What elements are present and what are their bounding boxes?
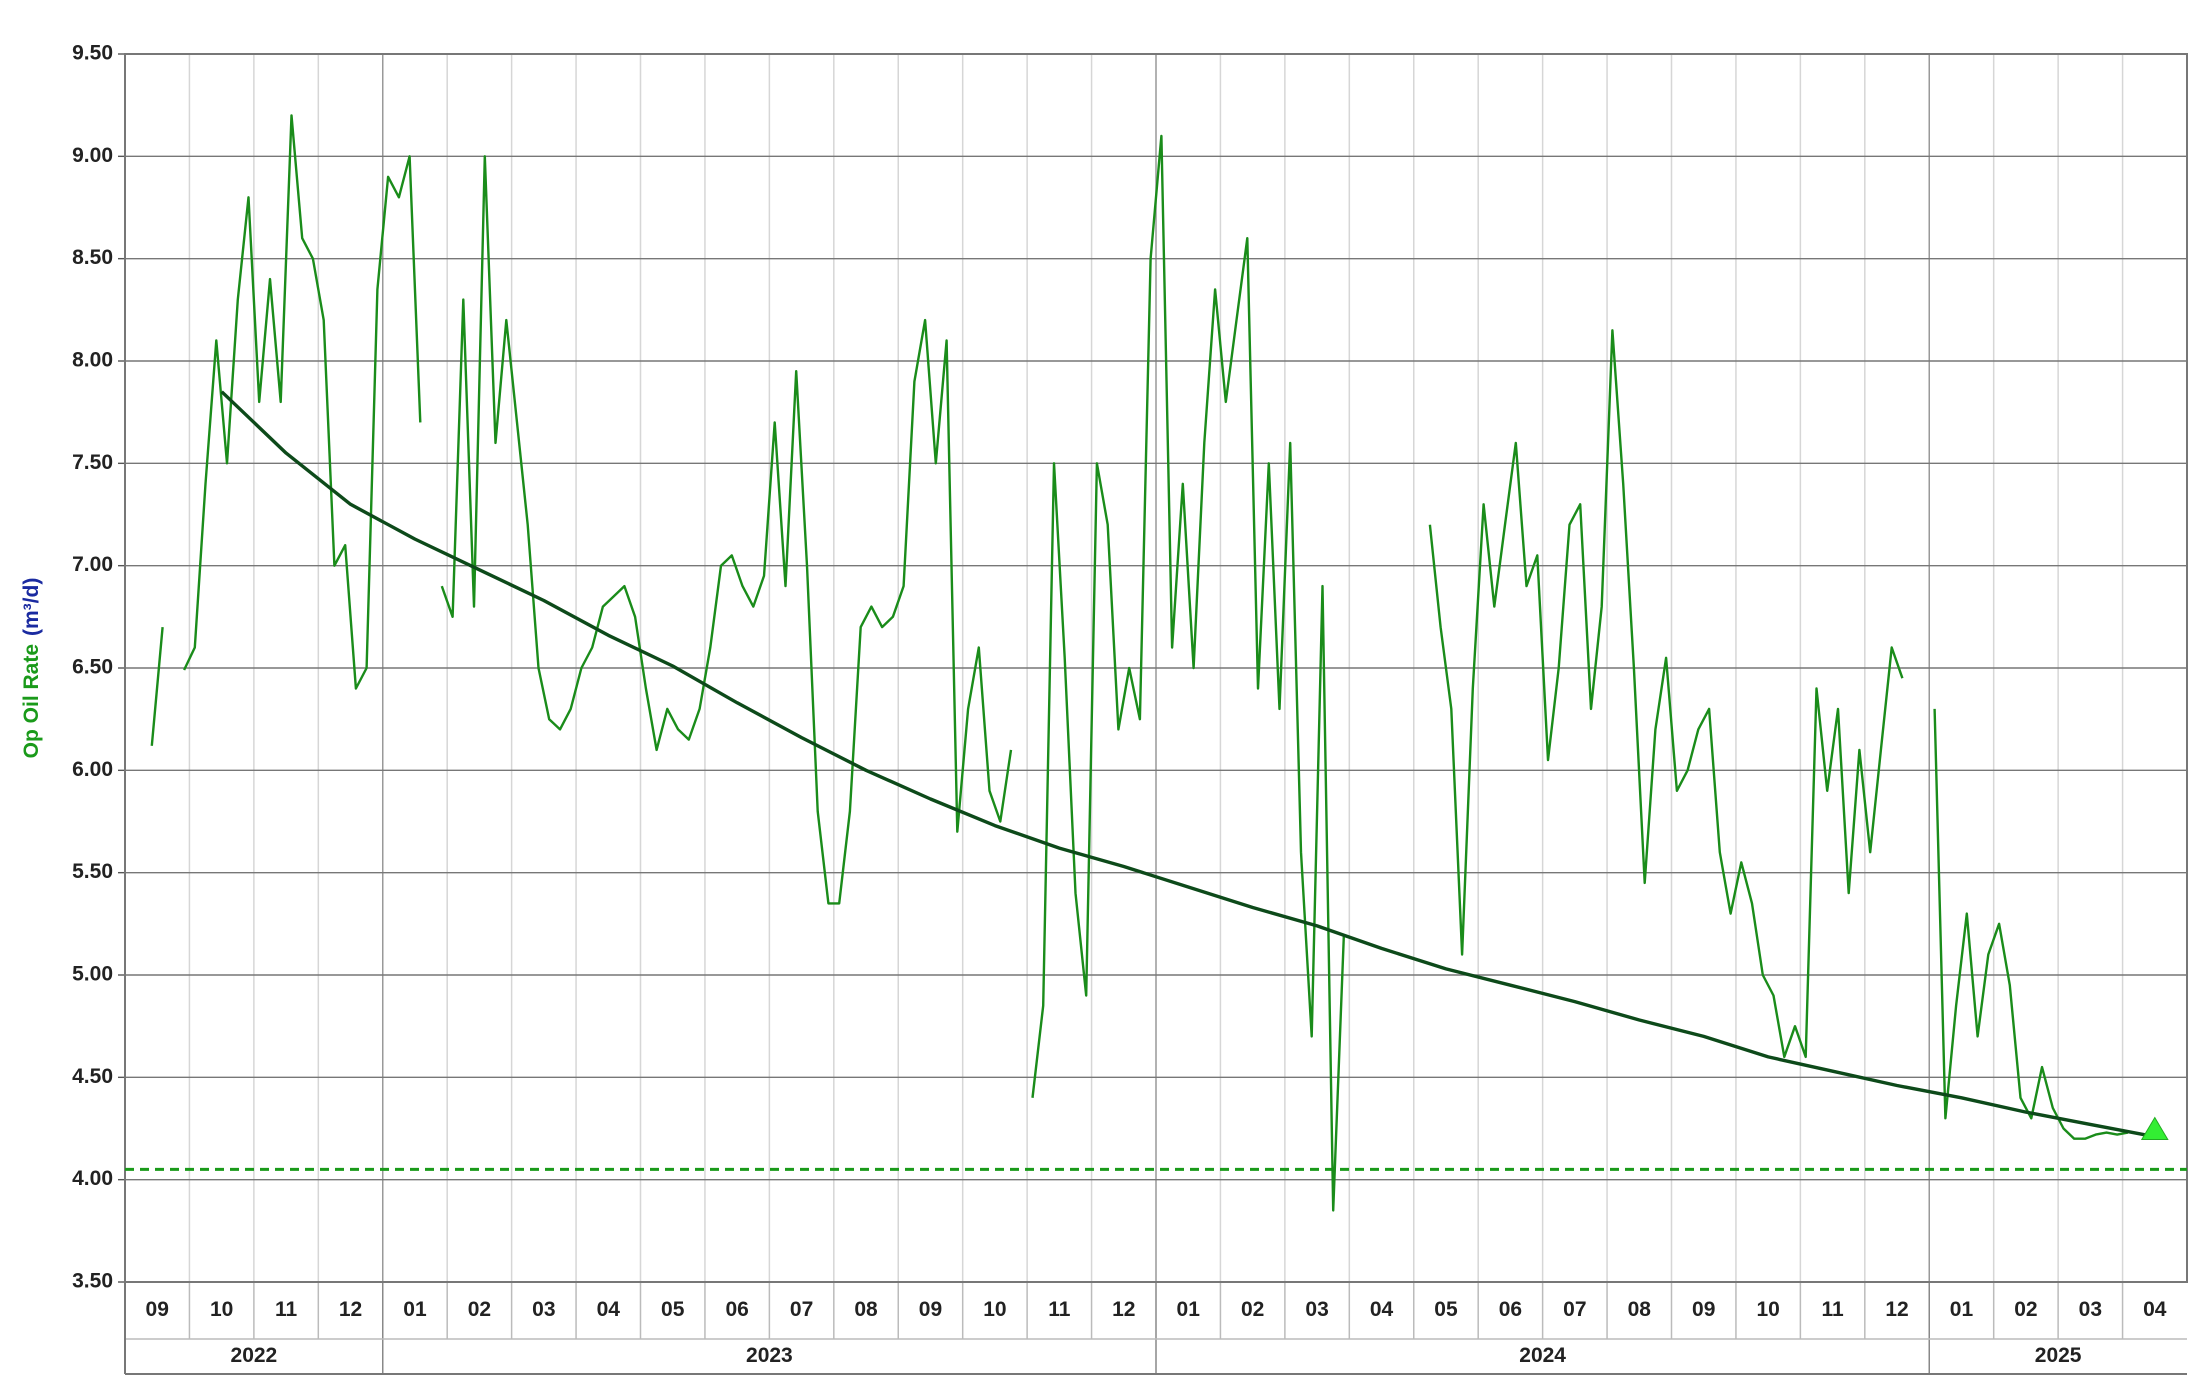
x-tick-label: 09: [146, 1298, 169, 1321]
y-tick-label: 3.50: [72, 1270, 113, 1293]
x-tick-label: 04: [597, 1298, 621, 1321]
x-tick-label: 05: [1434, 1298, 1458, 1321]
x-tick-label: 11: [1048, 1298, 1071, 1321]
x-tick-label: 05: [661, 1298, 685, 1321]
data-line: [150, 114, 2129, 1212]
x-tick-label: 03: [2079, 1298, 2102, 1321]
x-tick-label: 12: [1885, 1298, 1908, 1321]
x-tick-label: 04: [2143, 1298, 2167, 1321]
y-tick-label: 9.50: [72, 42, 113, 65]
plot-frame: [124, 53, 2188, 1283]
y-tick-label: 5.00: [72, 963, 113, 986]
y-tick-label: 8.00: [72, 349, 113, 372]
x-tick-label: 12: [339, 1298, 362, 1321]
x-tick-label: 07: [1563, 1298, 1586, 1321]
year-label: 2024: [1519, 1344, 1566, 1367]
x-tick-label: 02: [468, 1298, 491, 1321]
y-tick-label: 5.50: [72, 860, 113, 883]
y-axis-title: Op Oil Rate (m³/d): [20, 578, 43, 759]
x-tick-label: 04: [1370, 1298, 1394, 1321]
year-label: 2025: [2035, 1344, 2082, 1367]
x-tick-label: 03: [532, 1298, 555, 1321]
y-tick-label: 6.50: [72, 656, 113, 679]
y-tick-label: 4.50: [72, 1065, 113, 1088]
x-tick-label: 03: [1305, 1298, 1328, 1321]
x-tick-label: 10: [210, 1298, 233, 1321]
x-tick-label: 08: [854, 1298, 878, 1321]
trend-line: [220, 390, 2156, 1139]
x-tick-label: 02: [2014, 1298, 2037, 1321]
y-axis-title-main: Op Oil Rate: [20, 644, 43, 758]
x-tick-label: 08: [1628, 1298, 1652, 1321]
y-tick-label: 4.00: [72, 1167, 113, 1190]
x-tick-label: 11: [275, 1298, 298, 1321]
x-tick-label: 07: [790, 1298, 813, 1321]
x-tick-label: 12: [1112, 1298, 1135, 1321]
y-axis-title-unit: (m³/d): [20, 578, 43, 636]
x-tick-label: 09: [1692, 1298, 1715, 1321]
x-tick-label: 10: [983, 1298, 1006, 1321]
y-tick-label: 6.00: [72, 758, 113, 781]
x-tick-label: 06: [725, 1298, 748, 1321]
x-tick-label: 01: [1177, 1298, 1201, 1321]
x-tick-label: 06: [1499, 1298, 1522, 1321]
x-tick-label: 09: [919, 1298, 942, 1321]
x-tick-label: 02: [1241, 1298, 1264, 1321]
x-tick-label: 01: [1950, 1298, 1974, 1321]
x-tick-label: 10: [1756, 1298, 1779, 1321]
year-label: 2022: [231, 1344, 278, 1367]
year-label: 2023: [746, 1344, 793, 1367]
x-tick-label: 11: [1821, 1298, 1844, 1321]
y-tick-label: 7.00: [72, 553, 113, 576]
x-tick-label: 01: [403, 1298, 427, 1321]
y-tick-label: 9.00: [72, 144, 113, 167]
y-tick-label: 7.50: [72, 451, 113, 474]
end-marker: [2140, 1116, 2169, 1141]
y-tick-label: 8.50: [72, 246, 113, 269]
